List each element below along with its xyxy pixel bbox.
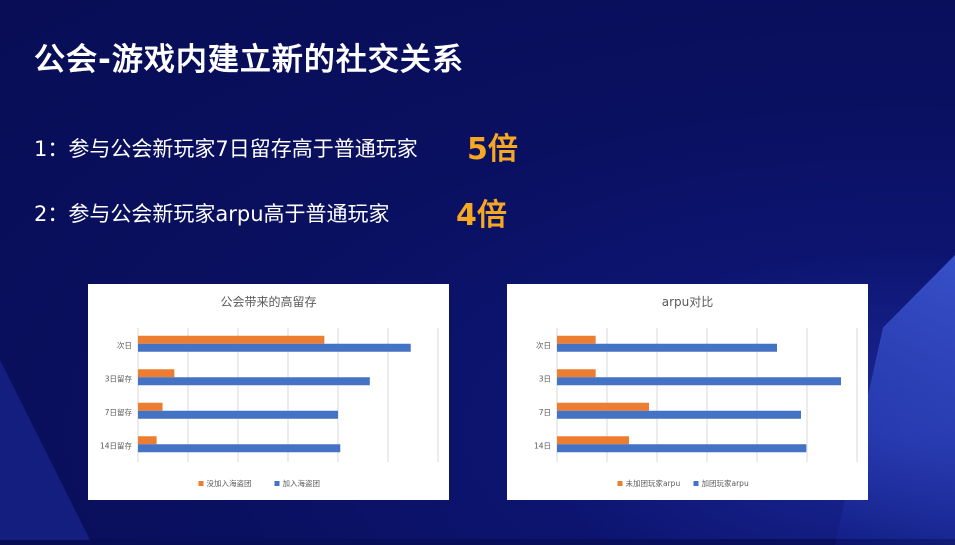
bar-series-2	[557, 343, 777, 352]
point-2-highlight: 4倍	[456, 198, 507, 233]
bar-series-1	[138, 436, 157, 445]
legend-swatch	[617, 481, 623, 486]
bar-series-1	[138, 369, 175, 378]
bar-series-2	[557, 377, 841, 386]
legend-label: 未加团玩家arpu	[626, 478, 681, 488]
legend-swatch	[693, 481, 699, 486]
legend-label: 加入海盗团	[283, 478, 321, 488]
point-2-text: 2：参与公会新玩家arpu高于普通玩家	[34, 202, 390, 226]
bar-series-1	[557, 369, 596, 378]
bar-series-1	[557, 402, 649, 411]
legend-label: 加团玩家arpu	[702, 478, 749, 488]
category-label: 7日	[539, 408, 551, 417]
category-label: 3日留存	[105, 373, 133, 383]
bar-series-2	[557, 444, 807, 453]
bar-series-2	[138, 377, 370, 386]
chart-title: 公会带来的高留存	[220, 294, 316, 309]
category-label: 7日留存	[105, 407, 133, 417]
bar-series-1	[557, 335, 596, 344]
retention-chart: 公会带来的高留存次日 3日留存 7日留存 14日留存没加入海盗团 加入海盗团	[88, 284, 449, 500]
point-1-text: 1：参与公会新玩家7日留存高于普通玩家	[34, 137, 418, 161]
bar-series-2	[557, 410, 801, 419]
point-1-highlight: 5倍	[467, 132, 518, 167]
bar-series-1	[138, 402, 163, 411]
bar-series-2	[138, 444, 341, 453]
category-label: 3日	[539, 374, 551, 383]
legend-swatch	[274, 481, 280, 486]
category-label: 14日留存	[100, 440, 133, 450]
slide-title: 公会-游戏内建立新的社交关系	[34, 42, 464, 78]
bar-series-1	[138, 335, 325, 344]
category-label: 次日	[536, 340, 551, 350]
category-label: 次日	[117, 340, 132, 350]
legend-label: 没加入海盗团	[207, 478, 252, 488]
decorative-left-shape	[0, 360, 90, 540]
arpu-chart: arpu对比次日 3日 7日 14日未加团玩家arpu 加团玩家arpu	[507, 284, 868, 500]
bar-series-1	[557, 436, 629, 445]
legend-swatch	[198, 481, 204, 486]
bar-series-2	[138, 410, 338, 419]
bar-series-2	[138, 343, 411, 352]
chart-title: arpu对比	[662, 295, 714, 309]
category-label: 14日	[534, 441, 551, 450]
